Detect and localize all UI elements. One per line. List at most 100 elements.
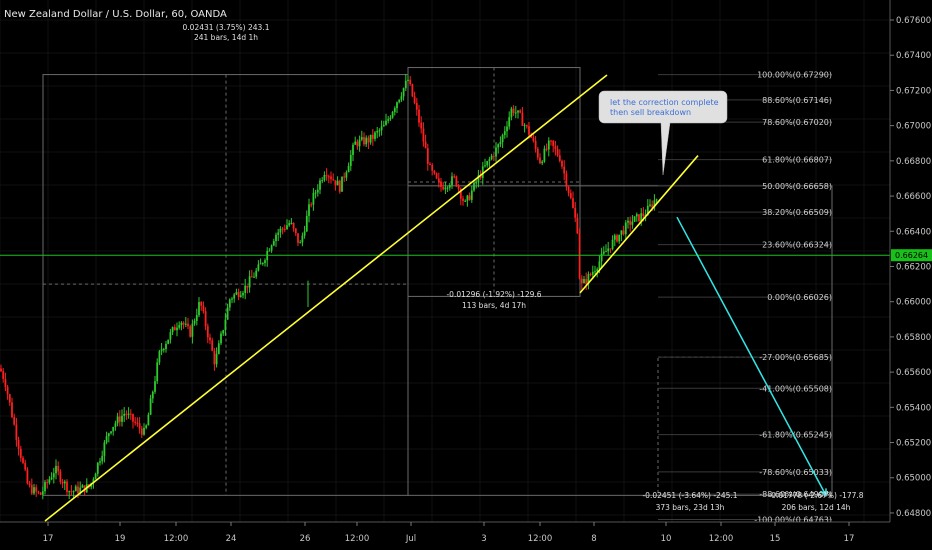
- callout-bubble: [598, 90, 728, 176]
- candle-body: [418, 109, 420, 123]
- candle-body: [57, 465, 60, 472]
- candle-body: [26, 469, 29, 484]
- candle-body: [591, 271, 594, 275]
- candle-body: [301, 235, 304, 243]
- candle-body: [52, 473, 55, 478]
- candle-body: [275, 234, 277, 242]
- candle-body: [618, 234, 621, 242]
- candle-body: [147, 414, 150, 426]
- candle-body: [121, 415, 123, 422]
- candle-body: [426, 148, 429, 164]
- fib-label: 78.60%(0.67020): [762, 118, 832, 127]
- candle-body: [4, 378, 7, 387]
- candle-body: [248, 276, 251, 288]
- candle-body: [215, 353, 218, 365]
- measurement-value: 0.02431 (3.75%) 243.1: [183, 23, 270, 32]
- candle-body: [374, 132, 376, 139]
- price-tick-label: 0.66400: [896, 227, 931, 237]
- candle-body: [209, 337, 211, 341]
- candle-body: [338, 180, 341, 192]
- candle-body: [435, 173, 438, 179]
- time-tick-label: 26: [300, 534, 311, 544]
- candle-body: [158, 351, 161, 363]
- candle-body: [261, 263, 264, 265]
- candle-body: [525, 125, 528, 127]
- candle-body: [138, 423, 141, 429]
- candle-body: [217, 343, 220, 354]
- candle-body: [517, 110, 519, 113]
- time-tick-label: 15: [770, 534, 781, 544]
- candle-body: [101, 455, 104, 462]
- candle-body: [239, 295, 242, 297]
- candle-body: [613, 235, 616, 240]
- candle-body: [81, 485, 84, 488]
- price-tick-label: 0.65600: [896, 368, 931, 378]
- time-tick-label: 10: [661, 534, 672, 544]
- candle-body: [376, 130, 379, 133]
- candle-body: [224, 319, 227, 331]
- candle-body: [424, 141, 427, 149]
- candle-body: [286, 225, 288, 230]
- candle-body: [415, 102, 418, 110]
- candle-body: [567, 186, 570, 194]
- candle-body: [231, 298, 233, 300]
- candle-body: [72, 491, 75, 493]
- candle-body: [627, 220, 629, 223]
- candle-body: [268, 250, 271, 252]
- candle-body: [114, 423, 117, 427]
- current-price-label: 0.66264: [895, 251, 928, 260]
- candle-body: [165, 343, 167, 349]
- candle-body: [48, 479, 51, 483]
- candle-body: [242, 293, 244, 296]
- candle-body: [501, 134, 504, 143]
- candle-body: [459, 188, 462, 199]
- candle-body: [70, 491, 73, 493]
- candle-body: [178, 325, 181, 328]
- candle-body: [281, 228, 284, 230]
- candle-body: [589, 274, 592, 276]
- candle-body: [495, 147, 497, 157]
- candle-body: [145, 425, 148, 428]
- price-tick-label: 0.66000: [896, 298, 931, 308]
- candle-body: [277, 232, 280, 235]
- candle-body: [506, 126, 508, 132]
- candle-body: [631, 221, 634, 225]
- candle-body: [404, 80, 407, 89]
- candle-body: [127, 413, 130, 415]
- candle-body: [347, 165, 350, 173]
- candle-body: [151, 391, 154, 399]
- candle-body: [39, 492, 42, 495]
- candle-body: [193, 320, 196, 324]
- candle-body: [171, 327, 174, 333]
- candle-body: [110, 431, 112, 434]
- candle-body: [94, 473, 97, 480]
- candle-body: [132, 413, 134, 422]
- candle-body: [572, 198, 574, 208]
- candle-body: [59, 471, 62, 482]
- candle-body: [411, 84, 414, 97]
- fib-label: 88.60%(0.67146): [762, 96, 832, 105]
- candle-body: [66, 481, 68, 493]
- candle-body: [477, 175, 480, 183]
- candle-body: [358, 139, 361, 147]
- price-tick-label: 0.66600: [896, 192, 931, 202]
- candle-body: [336, 180, 339, 186]
- candle-body: [233, 294, 236, 299]
- candle-body: [330, 176, 332, 180]
- candle-body: [37, 491, 40, 493]
- candle-body: [600, 253, 603, 262]
- candle-body: [308, 204, 310, 216]
- candle-body: [103, 442, 106, 456]
- candle-body: [17, 439, 20, 449]
- candle-body: [334, 180, 337, 186]
- candle-body: [431, 164, 434, 171]
- price-tick-label: 0.65000: [896, 474, 931, 484]
- fib-label: -100.00%(0.64763): [754, 515, 832, 524]
- candle-body: [470, 190, 473, 200]
- candle-body: [206, 326, 209, 338]
- candle-body: [288, 223, 291, 226]
- candle-body: [602, 251, 605, 254]
- candle-body: [136, 422, 139, 424]
